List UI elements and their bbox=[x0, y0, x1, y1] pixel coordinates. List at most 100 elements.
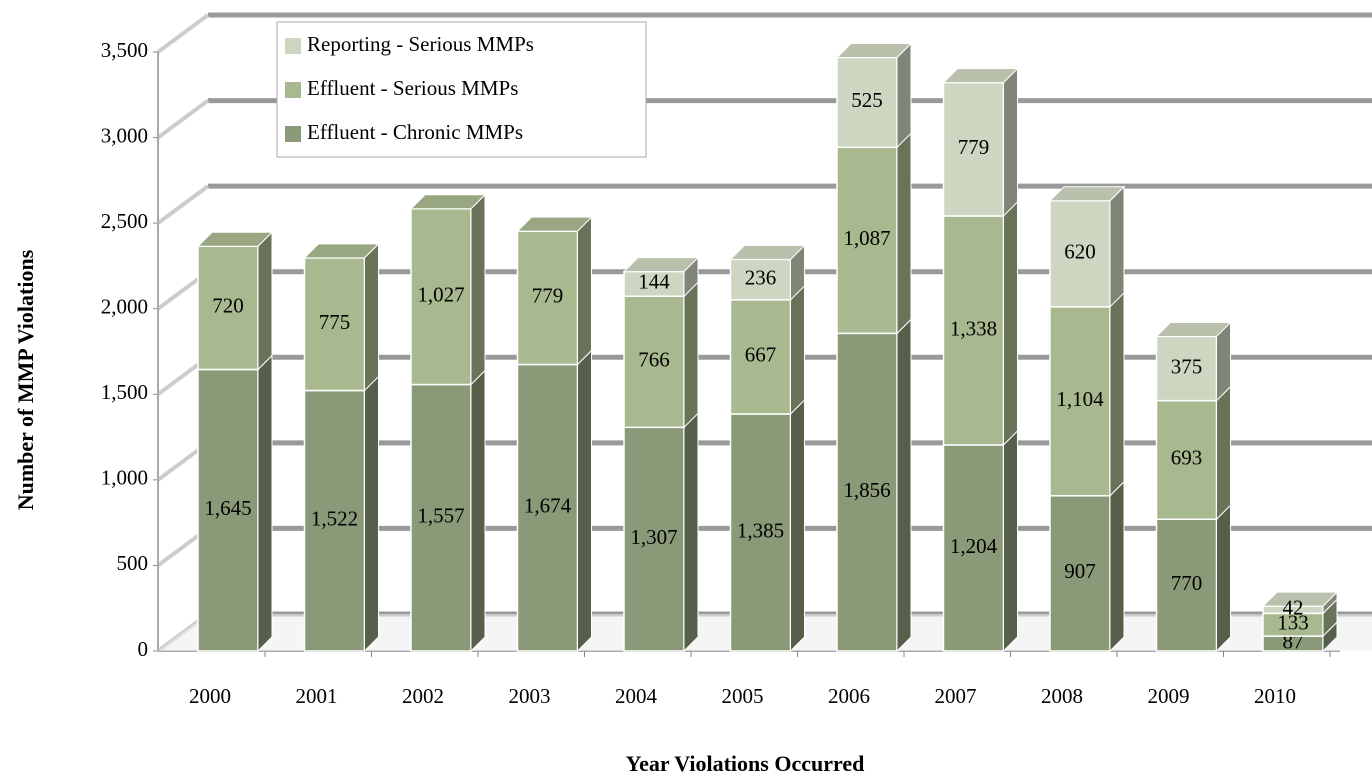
x-tick-label: 2008 bbox=[1041, 684, 1083, 708]
bar-segment bbox=[516, 230, 579, 366]
data-label: 907 bbox=[1064, 559, 1096, 583]
data-label: 1,338 bbox=[950, 316, 997, 340]
data-label: 42 bbox=[1283, 596, 1304, 620]
bar-side bbox=[896, 132, 912, 335]
data-label: 1,204 bbox=[950, 534, 998, 558]
data-label: 133 bbox=[1277, 611, 1309, 635]
x-tick-label: 2002 bbox=[402, 684, 444, 708]
data-label: 236 bbox=[745, 265, 777, 289]
bar-side bbox=[1216, 504, 1231, 653]
bar-side bbox=[257, 354, 273, 653]
data-label: 779 bbox=[958, 135, 990, 159]
x-tick-label: 2009 bbox=[1148, 684, 1190, 708]
grid-side bbox=[156, 98, 210, 140]
bar-side bbox=[577, 349, 592, 653]
bar-side bbox=[1003, 67, 1018, 218]
x-tick-label: 2003 bbox=[509, 684, 551, 708]
y-tick-label: 500 bbox=[117, 551, 149, 575]
bar-segment bbox=[836, 332, 898, 652]
bar-top bbox=[409, 194, 487, 210]
x-tick-label: 2006 bbox=[828, 684, 870, 708]
grid-side bbox=[156, 13, 210, 54]
bar-side bbox=[577, 215, 592, 366]
legend-swatch bbox=[285, 38, 301, 54]
bar-segment bbox=[410, 208, 472, 386]
bar-side bbox=[1003, 200, 1018, 447]
bar-segment bbox=[410, 383, 472, 652]
bar-top bbox=[835, 42, 913, 58]
y-tick-label: 2,500 bbox=[101, 209, 148, 233]
legend-label: Effluent - Serious MMPs bbox=[307, 76, 518, 100]
bar-side bbox=[257, 231, 273, 371]
grid-side bbox=[156, 184, 210, 225]
bar-side bbox=[1109, 291, 1125, 497]
bar-side bbox=[364, 375, 379, 653]
x-tick-label: 2001 bbox=[296, 684, 338, 708]
data-label: 1,087 bbox=[843, 226, 890, 250]
bar-segment bbox=[836, 146, 898, 335]
x-tick-label: 2010 bbox=[1254, 684, 1296, 708]
data-label: 667 bbox=[745, 343, 777, 367]
bar-top bbox=[196, 231, 274, 247]
x-tick-label: 2000 bbox=[189, 684, 231, 708]
bar-segment bbox=[1155, 518, 1218, 652]
data-label: 770 bbox=[1171, 571, 1203, 595]
y-tick-label: 1,500 bbox=[101, 380, 148, 404]
data-label: 1,856 bbox=[843, 478, 890, 502]
data-label: 1,104 bbox=[1056, 387, 1104, 411]
bar-side bbox=[364, 242, 379, 392]
data-label: 775 bbox=[319, 310, 351, 334]
data-label: 375 bbox=[1171, 354, 1203, 378]
bar-segment bbox=[303, 389, 366, 652]
bar-segment bbox=[942, 444, 1005, 652]
x-axis-label: Year Violations Occurred bbox=[626, 751, 865, 776]
bar-top bbox=[1261, 591, 1339, 607]
legend-swatch bbox=[285, 82, 301, 98]
bar-side bbox=[896, 42, 912, 149]
y-tick-label: 0 bbox=[138, 637, 149, 661]
data-label: 1,645 bbox=[204, 496, 251, 520]
x-tick-label: 2005 bbox=[722, 684, 764, 708]
legend-label: Reporting - Serious MMPs bbox=[307, 32, 534, 56]
bar-segment bbox=[836, 56, 898, 149]
bar-top bbox=[729, 244, 806, 260]
bar-side bbox=[683, 281, 699, 429]
bar-side bbox=[896, 318, 912, 653]
data-label: 1,674 bbox=[524, 494, 572, 518]
y-tick-label: 3,500 bbox=[101, 38, 148, 62]
x-tick-label: 2007 bbox=[935, 684, 977, 708]
bar-top bbox=[1048, 186, 1126, 202]
data-label: 1,027 bbox=[417, 282, 464, 306]
bar-segment bbox=[197, 368, 259, 652]
legend: Reporting - Serious MMPs Effluent - Serio… bbox=[276, 21, 647, 158]
bar-segment bbox=[1049, 495, 1111, 652]
x-tick-label: 2004 bbox=[615, 684, 658, 708]
bar-segment bbox=[729, 299, 792, 415]
legend-label: Effluent - Chronic MMPs bbox=[307, 120, 523, 144]
data-label: 766 bbox=[638, 348, 670, 372]
data-label: 620 bbox=[1064, 240, 1096, 264]
data-label: 144 bbox=[638, 270, 670, 294]
legend-box bbox=[276, 21, 647, 158]
y-axis-label: Number of MMP Violations bbox=[13, 249, 38, 510]
data-label: 1,557 bbox=[417, 504, 464, 528]
data-label: 693 bbox=[1171, 446, 1203, 470]
bar-top bbox=[622, 257, 700, 273]
bar-side bbox=[790, 398, 805, 653]
bar-segment bbox=[623, 426, 685, 652]
bar-top bbox=[303, 243, 380, 259]
bar-segment bbox=[729, 413, 792, 652]
bar-segment bbox=[729, 258, 792, 301]
data-label: 720 bbox=[212, 294, 244, 318]
bar-side bbox=[790, 284, 805, 416]
bar-segment bbox=[623, 295, 685, 429]
bar-side bbox=[470, 193, 486, 386]
y-tick-label: 3,000 bbox=[101, 123, 148, 147]
bar-top bbox=[942, 68, 1019, 84]
data-label: 1,522 bbox=[311, 507, 358, 531]
bar-segment bbox=[1049, 306, 1111, 497]
data-label: 1,385 bbox=[737, 518, 784, 542]
data-label: 779 bbox=[532, 284, 564, 308]
data-label: 525 bbox=[851, 88, 883, 112]
